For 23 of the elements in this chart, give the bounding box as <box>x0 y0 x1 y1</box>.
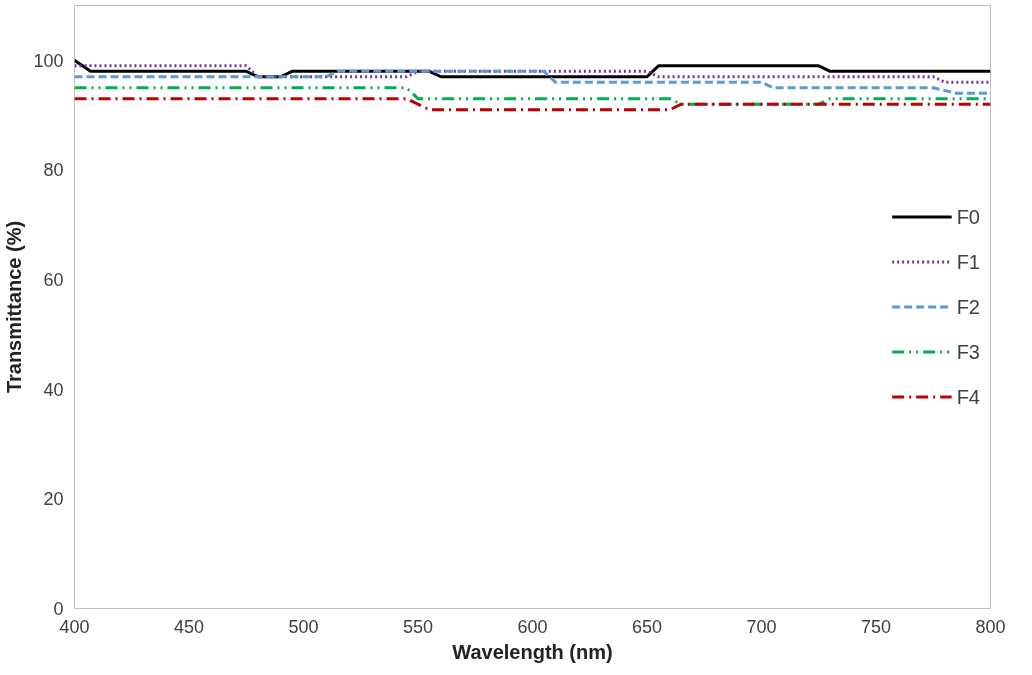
x-tick-label: 450 <box>173 616 205 637</box>
x-tick-label: 700 <box>746 616 777 637</box>
legend-label: F2 <box>956 295 980 318</box>
x-tick-label: 750 <box>860 616 892 637</box>
x-tick-label: 600 <box>517 616 548 637</box>
x-tick-label: 550 <box>402 616 434 637</box>
line-series <box>74 64 991 84</box>
legend-label: F3 <box>956 340 980 363</box>
legend-label: F4 <box>956 385 980 408</box>
legend-label: F1 <box>956 250 980 273</box>
y-tick-label: 40 <box>43 379 64 400</box>
x-tick-label: 500 <box>288 616 319 637</box>
y-tick-label: 20 <box>43 489 64 510</box>
x-tick-label: 400 <box>59 616 90 637</box>
y-tick-label: 100 <box>33 50 64 71</box>
y-tick-label: 0 <box>53 599 64 619</box>
y-tick-label: 80 <box>43 160 64 181</box>
x-axis-title: Wavelength (nm) <box>452 640 613 663</box>
y-axis-title: Transmittance (%) <box>3 220 26 394</box>
x-tick-label: 650 <box>631 616 663 637</box>
x-tick-label: 800 <box>975 616 1006 637</box>
legend-label: F0 <box>956 205 980 228</box>
y-tick-label: 60 <box>43 270 64 291</box>
